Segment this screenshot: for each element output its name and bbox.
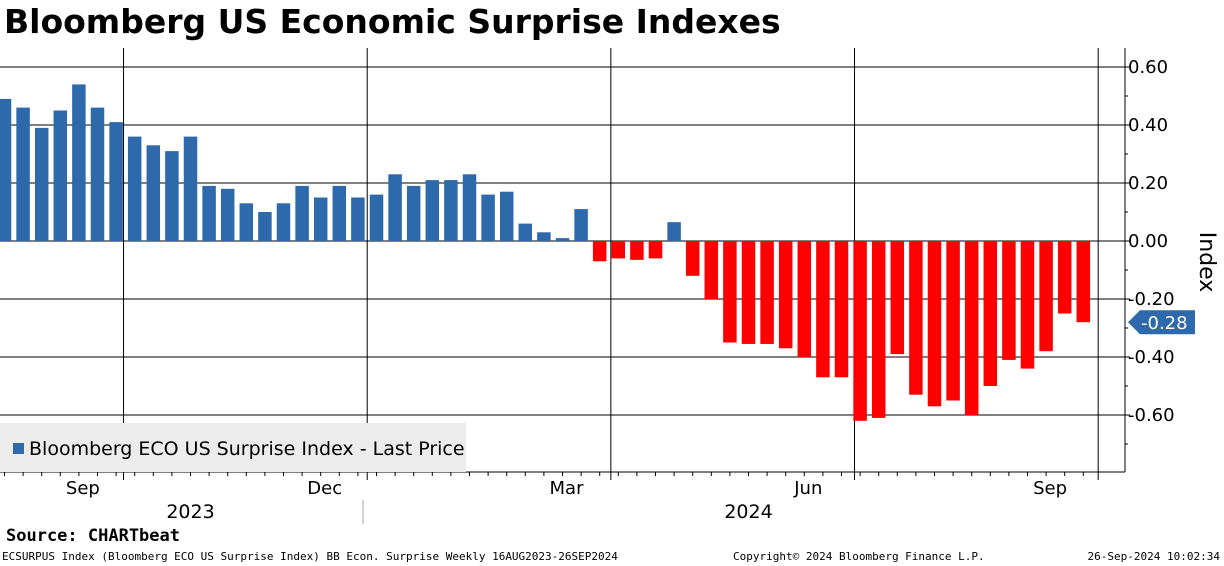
y-tick-label: -0.40: [1128, 347, 1175, 368]
bar: [351, 197, 365, 241]
bar: [778, 241, 793, 349]
bar: [53, 110, 68, 241]
footer-timestamp: 26-Sep-2024 10:02:34: [1087, 550, 1220, 563]
bar: [258, 212, 272, 241]
bar: [927, 241, 942, 407]
bar: [239, 203, 254, 241]
bar: [518, 223, 533, 241]
bar: [220, 188, 235, 241]
bar: [1057, 241, 1072, 314]
bar: [685, 241, 700, 276]
bar: [72, 84, 86, 242]
last-value-box: [1128, 310, 1195, 335]
bar: [90, 107, 105, 241]
bar: [890, 241, 905, 355]
bar: [127, 136, 142, 241]
bar: [834, 241, 849, 378]
bar: [388, 174, 402, 241]
bar: [741, 241, 756, 344]
y-tick-label: -0.60: [1128, 405, 1175, 426]
x-axis-ticks: Sep Dec Mar Jun Sep 2023 2024: [4, 472, 1099, 524]
bar: [1020, 241, 1035, 369]
bar: [462, 174, 477, 241]
bar: [425, 180, 440, 241]
bar: [816, 241, 830, 378]
bar: [146, 145, 161, 241]
source-text: Source: CHARTbeat: [6, 526, 180, 546]
bar: [165, 151, 179, 241]
bar: [537, 232, 551, 241]
bar: [444, 180, 458, 241]
bar: [332, 185, 347, 241]
y-tick-label: 0.20: [1128, 173, 1168, 194]
legend-swatch: [13, 443, 24, 454]
bar: [16, 107, 30, 241]
legend: Bloomberg ECO US Surprise Index - Last P…: [0, 423, 466, 472]
bar: [369, 194, 384, 241]
bar: [648, 241, 663, 259]
bar: [1076, 241, 1091, 323]
bar: [1039, 241, 1053, 352]
legend-label: Bloomberg ECO US Surprise Index - Last P…: [29, 438, 465, 460]
bar: [313, 197, 328, 241]
bar: [109, 122, 123, 241]
bar: [499, 191, 514, 241]
bar: [983, 241, 998, 386]
bar: [183, 136, 198, 241]
y-tick-label: 0.40: [1128, 115, 1168, 136]
y-axis-ticks: 0.60 0.40 0.20 0.00 -0.20 -0.40 -0.60: [1125, 57, 1175, 445]
bar: [964, 241, 979, 415]
x-tick-label: Sep: [1033, 478, 1067, 499]
chart-title: Bloomberg US Economic Surprise Indexes: [4, 2, 781, 41]
bar: [34, 127, 49, 241]
bar: [481, 194, 495, 241]
bar: [276, 203, 291, 241]
year-label: 2023: [166, 501, 214, 523]
bar: [853, 241, 867, 421]
x-tick-label: Jun: [793, 478, 822, 499]
footer-ticker-info: ECSURPUS Index (Bloomberg ECO US Surpris…: [2, 550, 618, 563]
bar: [295, 185, 309, 241]
bar: [630, 241, 644, 260]
x-tick-label: Sep: [66, 478, 100, 499]
bar: [555, 238, 570, 241]
bar: [760, 241, 774, 344]
bar: [611, 241, 626, 259]
y-tick-label: -0.20: [1128, 289, 1175, 310]
year-label: 2024: [724, 501, 772, 523]
y-tick-label: 0.00: [1128, 231, 1168, 252]
bar: [667, 222, 681, 241]
x-tick-label: Dec: [307, 478, 342, 499]
footer-copyright: Copyright© 2024 Bloomberg Finance L.P.: [733, 550, 985, 563]
bar: [574, 209, 588, 241]
y-axis-label: Index: [1194, 232, 1219, 293]
bar: [592, 241, 607, 262]
bar: [909, 241, 923, 395]
last-value-label: -0.28: [1141, 313, 1188, 334]
y-tick-label: 0.60: [1128, 57, 1168, 78]
bars: [0, 84, 1091, 421]
bar: [1002, 241, 1016, 360]
x-tick-label: Mar: [550, 478, 585, 499]
last-value-marker: -0.28: [1128, 310, 1195, 335]
bar: [797, 241, 812, 357]
bar: [202, 185, 216, 241]
bar: [0, 98, 12, 242]
bar: [406, 185, 421, 241]
legend-box: [0, 423, 466, 472]
bar: [704, 241, 719, 299]
bar: [946, 241, 960, 401]
bar: [723, 241, 737, 343]
bar: [871, 241, 886, 418]
